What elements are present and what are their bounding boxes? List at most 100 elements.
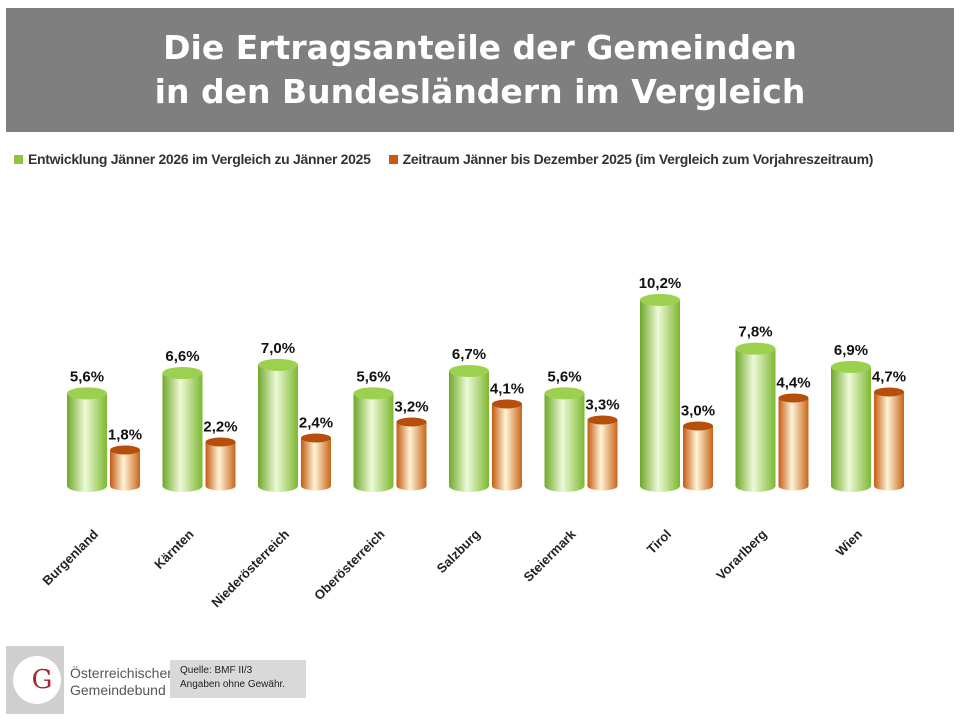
bar-cap (162, 367, 203, 380)
bar-orange-Tirol (683, 421, 713, 491)
data-label: 2,4% (299, 415, 333, 432)
bar-body (683, 426, 713, 491)
data-label: 6,6% (165, 348, 199, 365)
data-label: 7,0% (261, 340, 295, 357)
source-line-1: Quelle: BMF II/3 (180, 665, 253, 676)
data-label: 1,8% (108, 427, 142, 444)
org-line-2: Gemeindebund (70, 682, 166, 698)
bar-cap (778, 393, 809, 403)
category-label: Wien (833, 526, 866, 559)
bar-orange-Salzburg (492, 399, 522, 491)
bar-body (831, 366, 871, 492)
data-label: 4,1% (490, 381, 524, 398)
bar-green-Kärnten (162, 367, 203, 492)
bar-body (258, 364, 298, 492)
category-label: Burgenland (39, 526, 101, 588)
bar-body (162, 373, 203, 492)
bar-cap (831, 360, 871, 373)
legend-swatch (14, 154, 23, 164)
bar-green-Steiermark (544, 387, 585, 492)
data-label: 7,8% (738, 324, 772, 341)
bar-cap (301, 433, 331, 443)
bar-body (735, 348, 776, 492)
data-label: 6,7% (452, 346, 486, 363)
legend-item-green: Entwicklung Jänner 2026 im Vergleich zu … (14, 151, 371, 167)
bar-cap (544, 387, 585, 400)
bar-cap (110, 445, 140, 455)
bar-cap (874, 387, 904, 397)
bar-body (544, 393, 585, 492)
bar-orange-Wien (874, 387, 904, 491)
organization-name: Österreichischer Gemeindebund (70, 665, 172, 699)
bar-cap (67, 387, 107, 400)
bar-orange-Steiermark (587, 415, 618, 491)
bar-orange-Vorarlberg (778, 393, 809, 491)
title-line-2: in den Bundesländern im Vergleich (154, 72, 806, 111)
org-line-1: Österreichischer (70, 665, 172, 681)
bar-cap (492, 399, 522, 409)
bar-green-Tirol (640, 293, 680, 492)
data-label: 6,9% (834, 342, 868, 359)
bar-green-Salzburg (449, 364, 489, 492)
bar-green-Niederösterreich (258, 358, 298, 492)
legend-label: Entwicklung Jänner 2026 im Vergleich zu … (28, 151, 371, 167)
bar-body (640, 299, 680, 492)
category-label: Oberösterreich (311, 526, 388, 603)
legend-swatch (388, 154, 398, 164)
page-title: Die Ertragsanteile der Gemeinden in den … (6, 8, 954, 132)
data-label: 5,6% (356, 368, 390, 385)
bar-body (449, 370, 489, 492)
bar-body (67, 393, 107, 492)
data-label: 5,6% (547, 368, 581, 385)
source-line-2: Angaben ohne Gewähr. (180, 679, 286, 690)
legend-item-orange: Zeitraum Jänner bis Dezember 2025 (im Ve… (388, 151, 874, 167)
legend-label: Zeitraum Jänner bis Dezember 2025 (im Ve… (402, 151, 874, 167)
bar-orange-Oberösterreich (396, 417, 427, 491)
category-label: Steiermark (520, 526, 579, 585)
title-line-1: Die Ertragsanteile der Gemeinden (163, 28, 797, 67)
bar-cap (258, 358, 298, 371)
source-note: Quelle: BMF II/3 Angaben ohne Gewähr. (170, 660, 306, 698)
bar-body (587, 420, 618, 491)
data-label: 2,2% (203, 419, 237, 436)
bar-green-Vorarlberg (735, 342, 776, 492)
data-label: 4,4% (776, 375, 810, 392)
bar-body (396, 422, 427, 491)
bar-orange-Niederösterreich (301, 433, 331, 491)
bar-orange-Kärnten (205, 437, 236, 491)
bar-cap (205, 437, 236, 447)
category-label: Niederösterreich (208, 526, 292, 610)
legend: Entwicklung Jänner 2026 im Vergleich zu … (14, 151, 873, 167)
category-label: Kärnten (151, 526, 196, 571)
data-label: 10,2% (639, 275, 682, 292)
bar-cap (683, 421, 713, 431)
data-label: 3,3% (585, 397, 619, 414)
bar-orange-Burgenland (110, 445, 140, 491)
bar-body (301, 438, 331, 491)
bar-cap (449, 364, 489, 377)
data-label: 3,0% (681, 403, 715, 420)
bar-green-Wien (831, 360, 871, 492)
bar-cap (735, 342, 776, 355)
bar-cap (587, 415, 618, 425)
bar-green-Burgenland (67, 387, 107, 492)
bar-cap (396, 417, 427, 427)
bar-body (778, 398, 809, 491)
bar-body (205, 442, 236, 491)
data-label: 5,6% (70, 368, 104, 385)
bar-body (874, 392, 904, 491)
category-label: Salzburg (434, 526, 483, 575)
chart: 5,6% 1,8% Burgenland 6,6% 2,2% Kärnten 7,0% 2,4… (39, 275, 906, 610)
bar-body (353, 393, 394, 492)
data-label: 3,2% (394, 399, 428, 416)
logo-monogram: G (13, 656, 61, 704)
bar-cap (640, 293, 680, 306)
bar-cap (353, 387, 394, 400)
bar-body (110, 450, 140, 491)
category-label: Tirol (644, 527, 674, 557)
data-label: 4,7% (872, 369, 906, 386)
bar-green-Oberösterreich (353, 387, 394, 492)
category-label: Vorarlberg (713, 526, 769, 582)
logo: G (6, 646, 64, 714)
bar-body (492, 404, 522, 491)
